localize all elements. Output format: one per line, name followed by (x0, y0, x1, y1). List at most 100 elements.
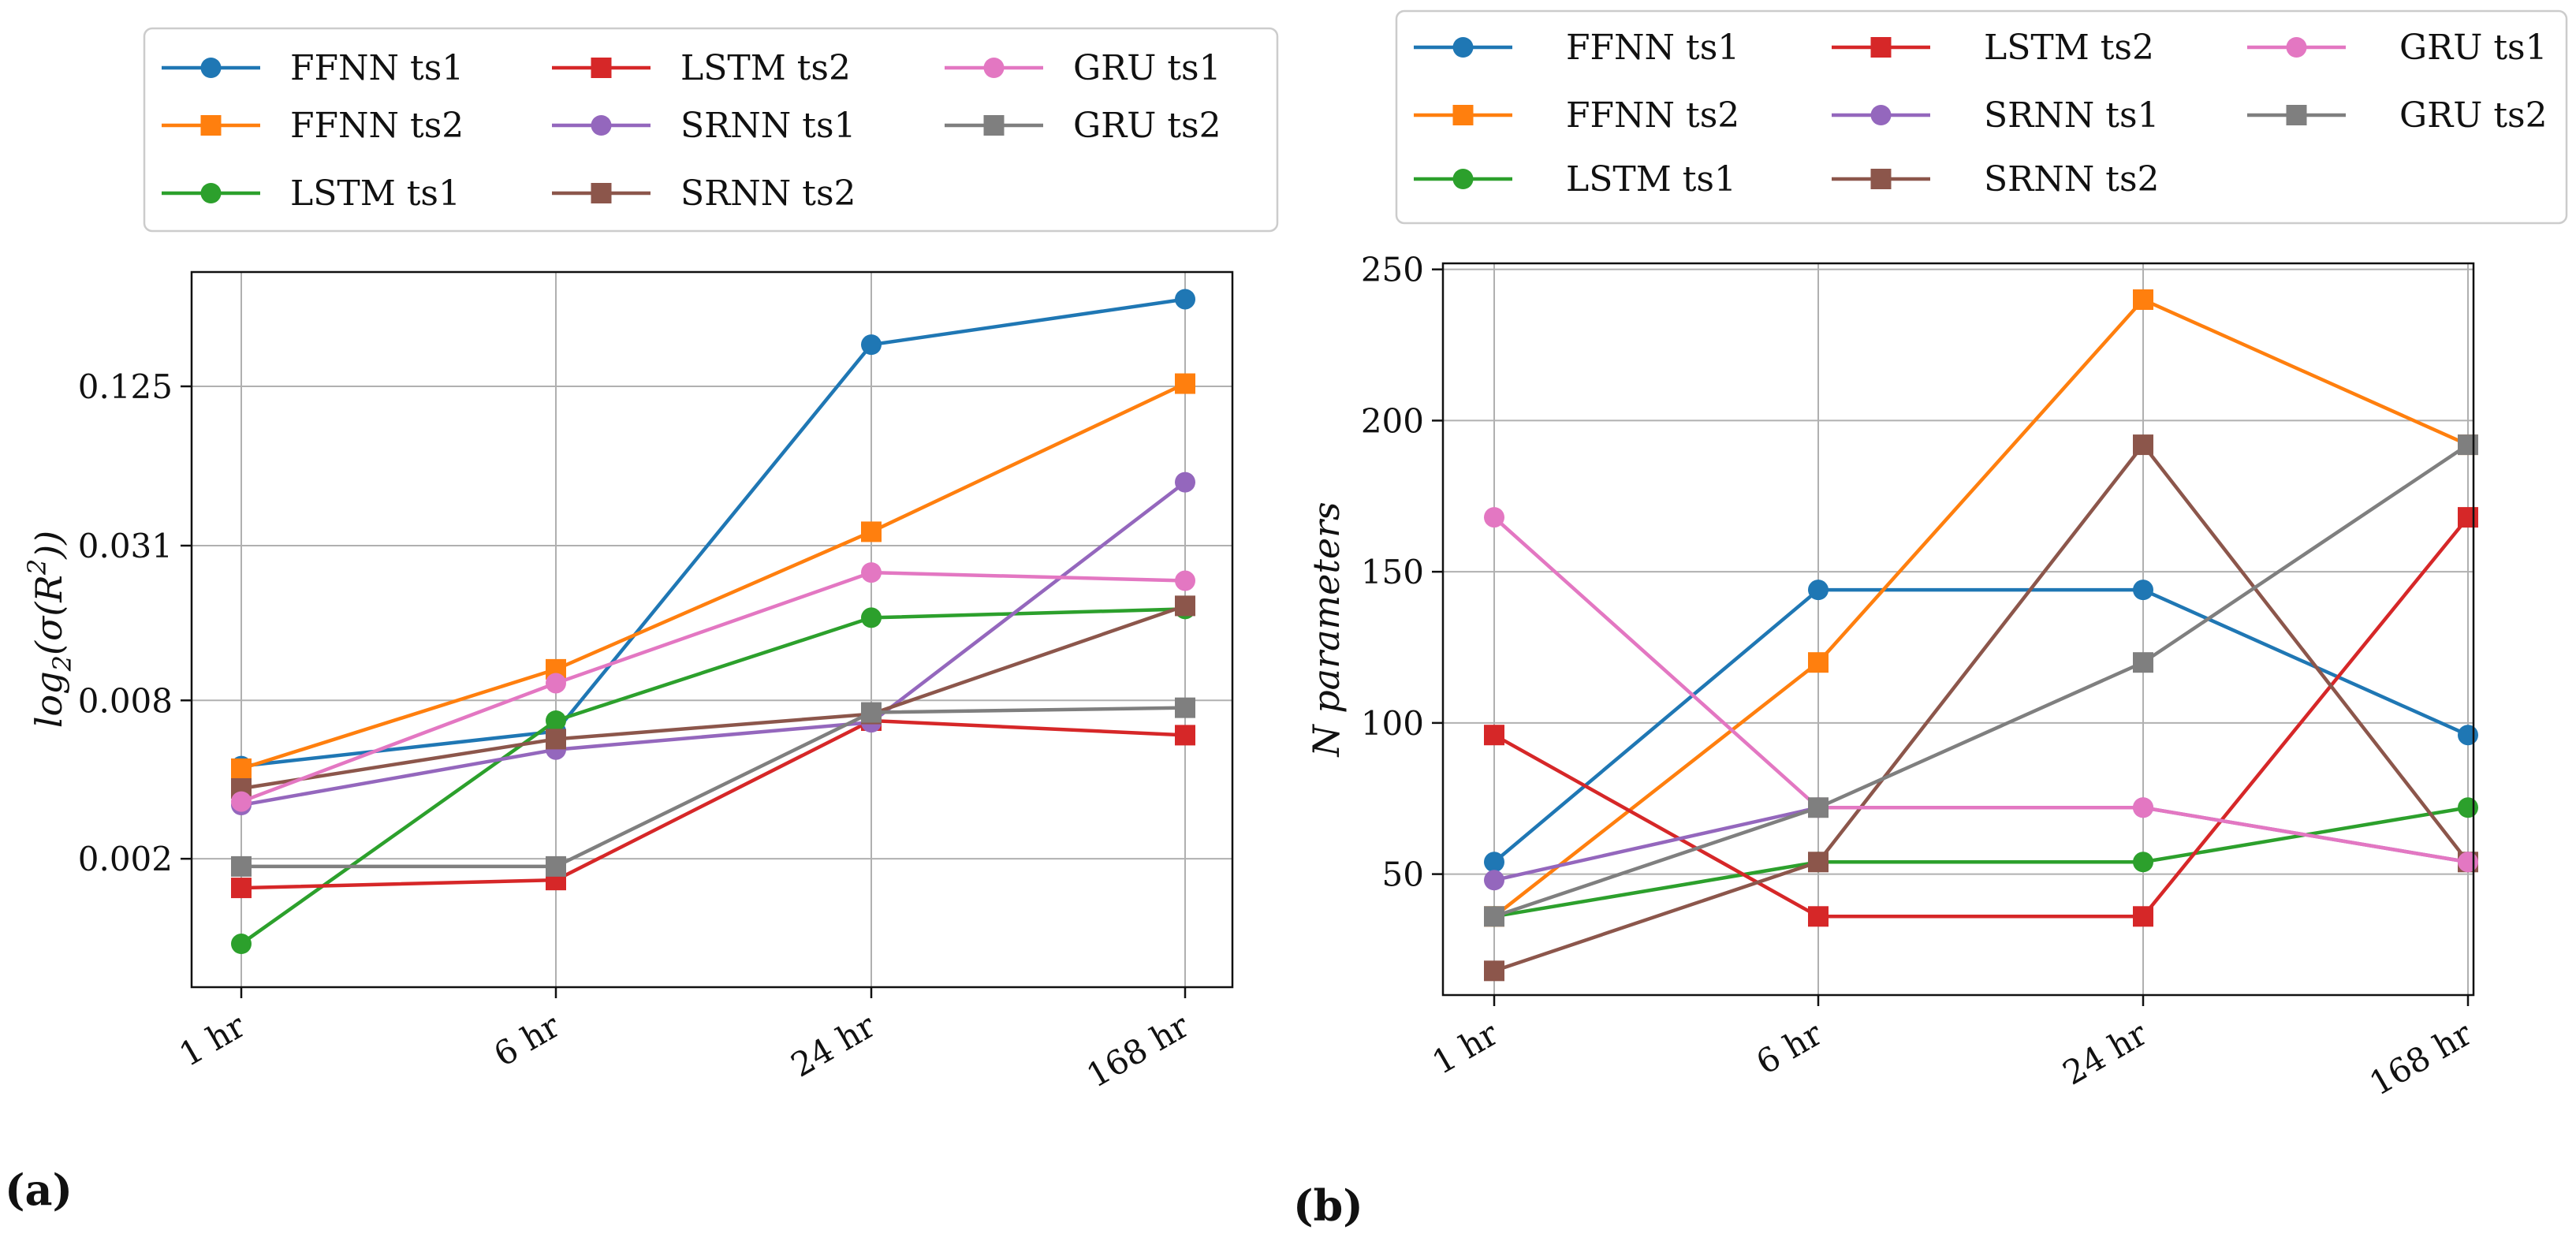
panel-b-y-tick-label: 50 (1382, 855, 1424, 894)
panel-a-data-point-lstm-ts1 (861, 607, 882, 628)
panel-b-data-point-ffnn-ts1 (2133, 580, 2153, 601)
panel-b-data-point-lstm-ts1 (2133, 852, 2153, 873)
panel-b-legend-label-ffnn-ts2: FFNN ts2 (1566, 95, 1739, 136)
panel-a-series-line-ffnn-ts1 (240, 297, 1186, 768)
panel-a-legend-marker-gru-ts2 (983, 115, 1005, 136)
panel-a-data-point-ffnn-ts1 (861, 334, 882, 356)
panel-a-legend-marker-gru-ts1 (983, 58, 1005, 78)
panel-a-data-point-srnn-ts1 (1175, 472, 1195, 493)
panel-a-series-line-srnn-ts1 (240, 480, 1187, 807)
panel-b-series-line-ffnn-ts2 (1493, 297, 2469, 919)
panel-b-line-chart: FFNN ts1 FFNN ts2 LSTM ts1 LSTM ts2 SRNN ts1… (1293, 9, 2568, 1231)
panel-a-y-tick-label: 0.008 (78, 681, 173, 720)
panel-b-data-point-srnn-ts2 (1808, 852, 1829, 873)
panel-a-data-point-lstm-ts1 (231, 934, 252, 955)
panel-b-data-point-srnn-ts2 (2133, 434, 2153, 456)
panel-b-data-point-srnn-ts2 (1484, 960, 1504, 982)
panel-b-y-tick-label: 200 (1361, 401, 1424, 440)
panel-a-legend-label-srnn-ts2: SRNN ts2 (680, 173, 856, 214)
panel-a-data-point-gru-ts2 (231, 855, 252, 877)
panel-b-legend-marker-gru-ts1 (2286, 37, 2307, 58)
panel-b-plot-frame (1441, 262, 2475, 997)
panel-a-series-line-gru-ts1 (240, 570, 1186, 803)
panel-a-legend-marker-ffnn-ts2 (200, 115, 222, 136)
panel-b-label: (b) (1293, 1180, 1363, 1231)
panel-a-data-point-ffnn-ts2 (861, 521, 882, 542)
panel-a-legend-marker-lstm-ts1 (200, 183, 222, 203)
panel-a-legend-box (143, 27, 1279, 233)
panel-b-data-point-lstm-ts2 (1808, 906, 1829, 927)
panel-a-series-line-gru-ts2 (241, 706, 1186, 869)
panel-b-data-point-lstm-ts1 (2458, 797, 2478, 818)
panel-b-legend-box (1395, 9, 2568, 225)
panel-a-data-point-gru-ts2 (546, 855, 566, 877)
panel-a-legend-label-srnn-ts1: SRNN ts1 (680, 106, 856, 146)
panel-a-legend-label-gru-ts1: GRU ts1 (1073, 48, 1221, 88)
panel-b-legend-marker-ffnn-ts2 (1452, 105, 1474, 125)
panel-b-series-line-lstm-ts2 (1493, 516, 2470, 919)
panel-b-data-point-gru-ts1 (1484, 507, 1504, 528)
panel-a-data-point-ffnn-ts1 (1175, 289, 1195, 310)
panel-a-series-line-ffnn-ts2 (240, 382, 1186, 771)
panel-a-data-point-gru-ts1 (546, 673, 566, 694)
panel-a-data-point-ffnn-ts2 (1175, 373, 1195, 394)
panel-b-y-tick-label: 150 (1361, 553, 1424, 591)
panel-b-data-point-gru-ts1 (2133, 797, 2153, 818)
panel-a-series-line-srnn-ts2 (240, 604, 1186, 791)
panel-a-data-point-gru-ts1 (861, 562, 882, 583)
panel-a-legend-marker-ffnn-ts1 (200, 58, 222, 78)
panel-a-legend-marker-srnn-ts2 (591, 183, 612, 203)
panel-a-legend-label-ffnn-ts2: FFNN ts2 (290, 106, 464, 146)
panel-b-data-point-gru-ts2 (1484, 906, 1504, 927)
panel-a-y-axis-title: log2(σ(R2)) (22, 531, 77, 728)
panel-b-legend-marker-srnn-ts2 (1870, 169, 1892, 189)
panel-a-data-point-lstm-ts2 (231, 878, 252, 899)
panel-a-legend-label-gru-ts2: GRU ts2 (1073, 106, 1221, 146)
panel-a-data-point-gru-ts1 (231, 791, 252, 812)
panel-a-data-point-gru-ts2 (1175, 697, 1195, 718)
panel-a-legend-label-ffnn-ts1: FFNN ts1 (290, 48, 464, 88)
panel-b-data-point-srnn-ts1 (1484, 870, 1504, 891)
panel-a-legend-label-lstm-ts2: LSTM ts2 (680, 48, 851, 88)
panel-b-legend-marker-gru-ts2 (2286, 105, 2307, 125)
panel-a-y-tick-label: 0.002 (78, 840, 173, 878)
panel-b-legend-label-lstm-ts2: LSTM ts2 (1984, 28, 2154, 68)
panel-b-data-point-gru-ts1 (2458, 852, 2478, 873)
panel-a-label: (a) (5, 1165, 73, 1215)
panel-a-data-point-lstm-ts1 (546, 710, 566, 731)
panel-b-data-point-lstm-ts2 (2458, 507, 2478, 528)
panel-a-y-tick-label: 0.031 (78, 527, 173, 565)
panel-b-series-line-srnn-ts2 (1493, 442, 2470, 973)
panel-b-legend-label-ffnn-ts1: FFNN ts1 (1566, 28, 1739, 68)
panel-b-legend-label-gru-ts2: GRU ts2 (2399, 95, 2548, 136)
panel-b-data-point-gru-ts2 (1808, 797, 1829, 818)
panel-b-data-point-gru-ts2 (2458, 434, 2478, 456)
panel-a-data-point-srnn-ts2 (1175, 595, 1195, 617)
panel-b-data-point-ffnn-ts1 (2458, 725, 2478, 746)
panel-b-legend-marker-ffnn-ts1 (1452, 37, 1474, 58)
panel-b-legend-label-gru-ts1: GRU ts1 (2399, 28, 2548, 68)
panel-b-series-line-gru-ts1 (1493, 516, 2469, 864)
panel-b-y-tick-label: 100 (1361, 704, 1424, 743)
panel-a-data-point-lstm-ts2 (1175, 725, 1195, 746)
panel-a-series-line-lstm-ts2 (240, 718, 1186, 890)
panel-a-legend-label-lstm-ts1: LSTM ts1 (290, 173, 460, 214)
panel-b-data-point-ffnn-ts2 (1808, 652, 1829, 673)
panel-b-data-point-lstm-ts2 (1484, 725, 1504, 746)
panel-a-data-point-srnn-ts2 (546, 729, 566, 750)
panel-b-legend-label-lstm-ts1: LSTM ts1 (1566, 159, 1736, 199)
panel-b-legend-marker-lstm-ts2 (1870, 37, 1892, 58)
panel-a-legend-marker-lstm-ts2 (591, 58, 612, 78)
panel-b-data-point-gru-ts2 (2133, 652, 2153, 673)
panel-b-y-tick-label: 250 (1361, 251, 1424, 289)
panel-b-data-point-ffnn-ts1 (1484, 852, 1504, 873)
panel-a-data-point-gru-ts1 (1175, 570, 1195, 591)
panel-b-data-point-lstm-ts2 (2133, 906, 2153, 927)
panel-a-series-line-lstm-ts1 (240, 607, 1186, 945)
panel-b-data-point-ffnn-ts1 (1808, 580, 1829, 601)
panel-b-series-line-gru-ts2 (1493, 443, 2470, 919)
panel-b-series-line-ffnn-ts1 (1493, 587, 2469, 863)
panel-a-plot-frame (190, 270, 1234, 989)
panel-b-legend-label-srnn-ts1: SRNN ts1 (1984, 95, 2160, 136)
